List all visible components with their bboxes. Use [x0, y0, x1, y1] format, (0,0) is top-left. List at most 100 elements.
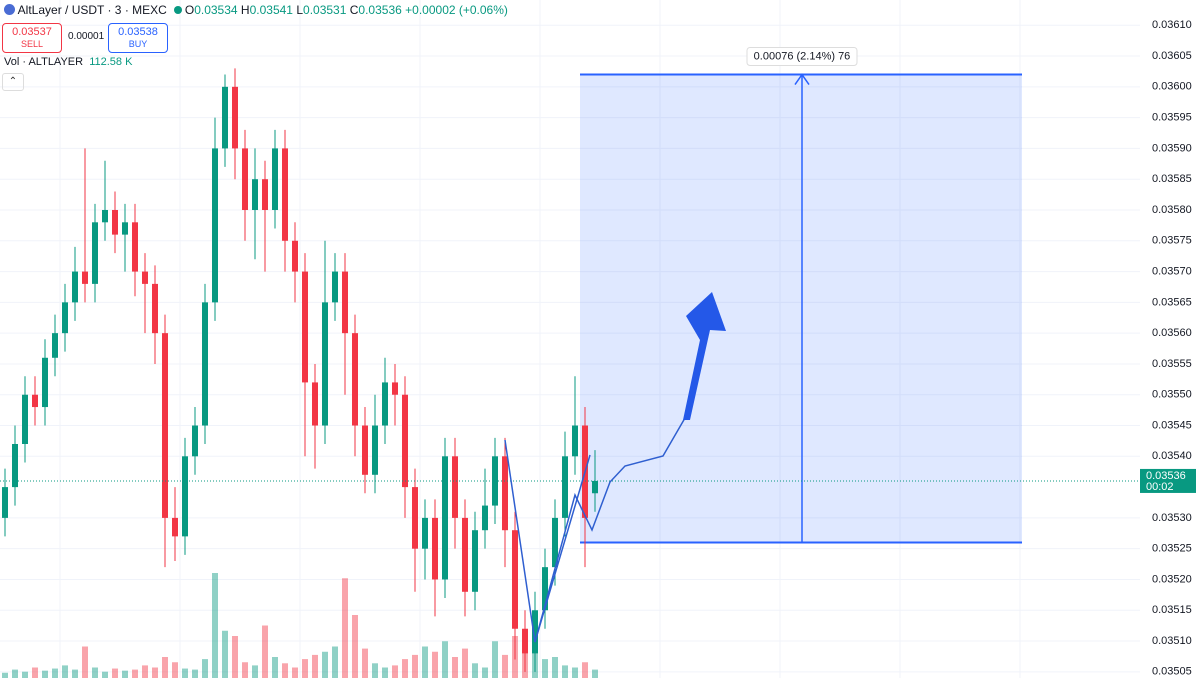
volume-legend: Vol · ALTLAYER 112.58 K: [4, 56, 132, 68]
volume-bar: [22, 671, 28, 678]
candle-body: [102, 209, 108, 223]
collapse-button[interactable]: ⌃: [2, 73, 24, 91]
candle-body: [62, 302, 68, 334]
volume-bar: [322, 651, 328, 678]
candle-body: [32, 394, 38, 408]
volume-bar: [392, 665, 398, 678]
candle-body: [312, 382, 318, 426]
candle-body: [302, 271, 308, 383]
volume-bar: [262, 625, 268, 678]
y-tick-label: 0.03545: [1152, 419, 1192, 431]
candle-body: [262, 179, 268, 210]
y-tick-label: 0.03510: [1152, 635, 1192, 647]
candle-body: [462, 517, 468, 592]
sell-button[interactable]: 0.03537 SELL: [2, 23, 62, 53]
candle-body: [132, 222, 138, 272]
volume-bar: [52, 668, 58, 678]
candle-body: [512, 530, 518, 629]
y-tick-label: 0.03580: [1152, 204, 1192, 216]
candle-body: [342, 271, 348, 334]
high: 0.03541: [249, 3, 293, 17]
y-tick-label: 0.03560: [1152, 327, 1192, 339]
volume-bar: [62, 665, 68, 678]
volume-bar: [412, 654, 418, 678]
volume-bar: [442, 641, 448, 678]
candle-body: [472, 530, 478, 592]
candle-body: [332, 271, 338, 303]
volume-bar: [432, 651, 438, 678]
candle-body: [42, 357, 48, 408]
candle-body: [202, 302, 208, 426]
y-tick-label: 0.03585: [1152, 173, 1192, 185]
candle-body: [72, 271, 78, 303]
volume-bar: [152, 667, 158, 678]
high-label: H: [240, 3, 250, 17]
volume-bar: [592, 669, 598, 678]
candle-body: [322, 302, 328, 426]
candle-body: [402, 394, 408, 488]
y-tick-label: 0.03570: [1152, 265, 1192, 277]
volume-bar: [582, 662, 588, 678]
candle-body: [592, 480, 598, 494]
measure-arrowhead: [794, 73, 810, 85]
candle-body: [522, 628, 528, 654]
volume-bar: [32, 667, 38, 678]
volume-bar: [92, 667, 98, 678]
price-axis: [1140, 0, 1200, 678]
volume-bar: [552, 657, 558, 678]
buy-label: BUY: [128, 39, 148, 49]
candle-body: [532, 610, 538, 654]
candle-body: [362, 425, 368, 475]
y-tick-label: 0.03550: [1152, 389, 1192, 401]
open-label: O: [184, 3, 195, 17]
candle-body: [92, 222, 98, 284]
candle-body: [222, 86, 228, 149]
volume-bar: [2, 672, 8, 678]
buy-price: 0.03538: [118, 26, 158, 38]
volume-bar: [272, 657, 278, 678]
volume-bar: [472, 663, 478, 678]
candle-body: [172, 517, 178, 537]
volume-bar: [292, 667, 298, 678]
sell-price: 0.03537: [12, 26, 52, 38]
candle-body: [542, 567, 548, 611]
volume-bar: [482, 667, 488, 678]
low: 0.03531: [303, 3, 347, 17]
candle-body: [412, 487, 418, 549]
candle-body: [82, 271, 88, 284]
candle-body: [482, 505, 488, 531]
volume-bar: [72, 669, 78, 678]
projection-line: [534, 417, 686, 643]
y-tick-label: 0.03600: [1152, 81, 1192, 93]
volume-bar: [102, 671, 108, 678]
y-tick-label: 0.03595: [1152, 112, 1192, 124]
volume-bar: [332, 646, 338, 678]
y-tick-label: 0.03520: [1152, 573, 1192, 585]
candle-body: [292, 240, 298, 272]
open: 0.03534: [194, 3, 238, 17]
volume-bar: [282, 663, 288, 678]
volume-bar: [402, 659, 408, 678]
y-tick-label: 0.03530: [1152, 512, 1192, 524]
symbol: AltLayer / USDT · 3 · MEXC: [17, 3, 167, 17]
candle-body: [212, 148, 218, 303]
volume-bar: [362, 648, 368, 678]
y-tick-label: 0.03515: [1152, 604, 1192, 616]
volume-bar: [382, 667, 388, 678]
volume-bar: [202, 659, 208, 678]
status-dot: [173, 6, 182, 14]
volume-label: Vol · ALTLAYER: [4, 56, 84, 68]
close-label: C: [349, 3, 359, 17]
volume-bar: [122, 670, 128, 678]
buy-button[interactable]: 0.03538 BUY: [108, 23, 168, 53]
candle-body: [52, 333, 58, 358]
legend: AltLayer / USDT · 3 · MEXC O0.03534 H0.0…: [4, 3, 508, 17]
volume-bar: [452, 657, 458, 678]
volume-bar: [12, 669, 18, 678]
candle-body: [352, 333, 358, 426]
candle-body: [162, 333, 168, 518]
